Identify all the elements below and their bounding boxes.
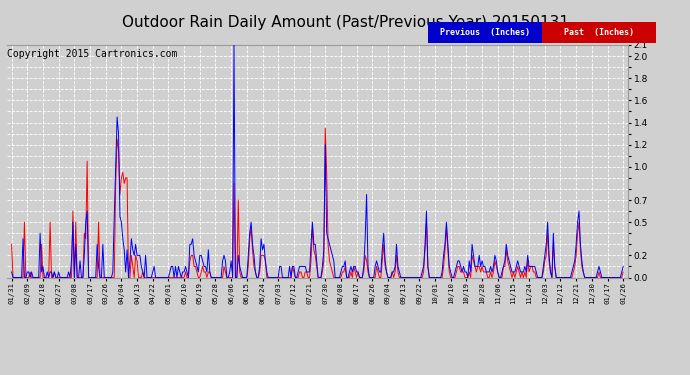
Text: Copyright 2015 Cartronics.com: Copyright 2015 Cartronics.com <box>7 49 177 59</box>
Text: Previous  (Inches): Previous (Inches) <box>440 28 530 38</box>
Text: Past  (Inches): Past (Inches) <box>564 28 633 38</box>
Text: Outdoor Rain Daily Amount (Past/Previous Year) 20150131: Outdoor Rain Daily Amount (Past/Previous… <box>121 15 569 30</box>
